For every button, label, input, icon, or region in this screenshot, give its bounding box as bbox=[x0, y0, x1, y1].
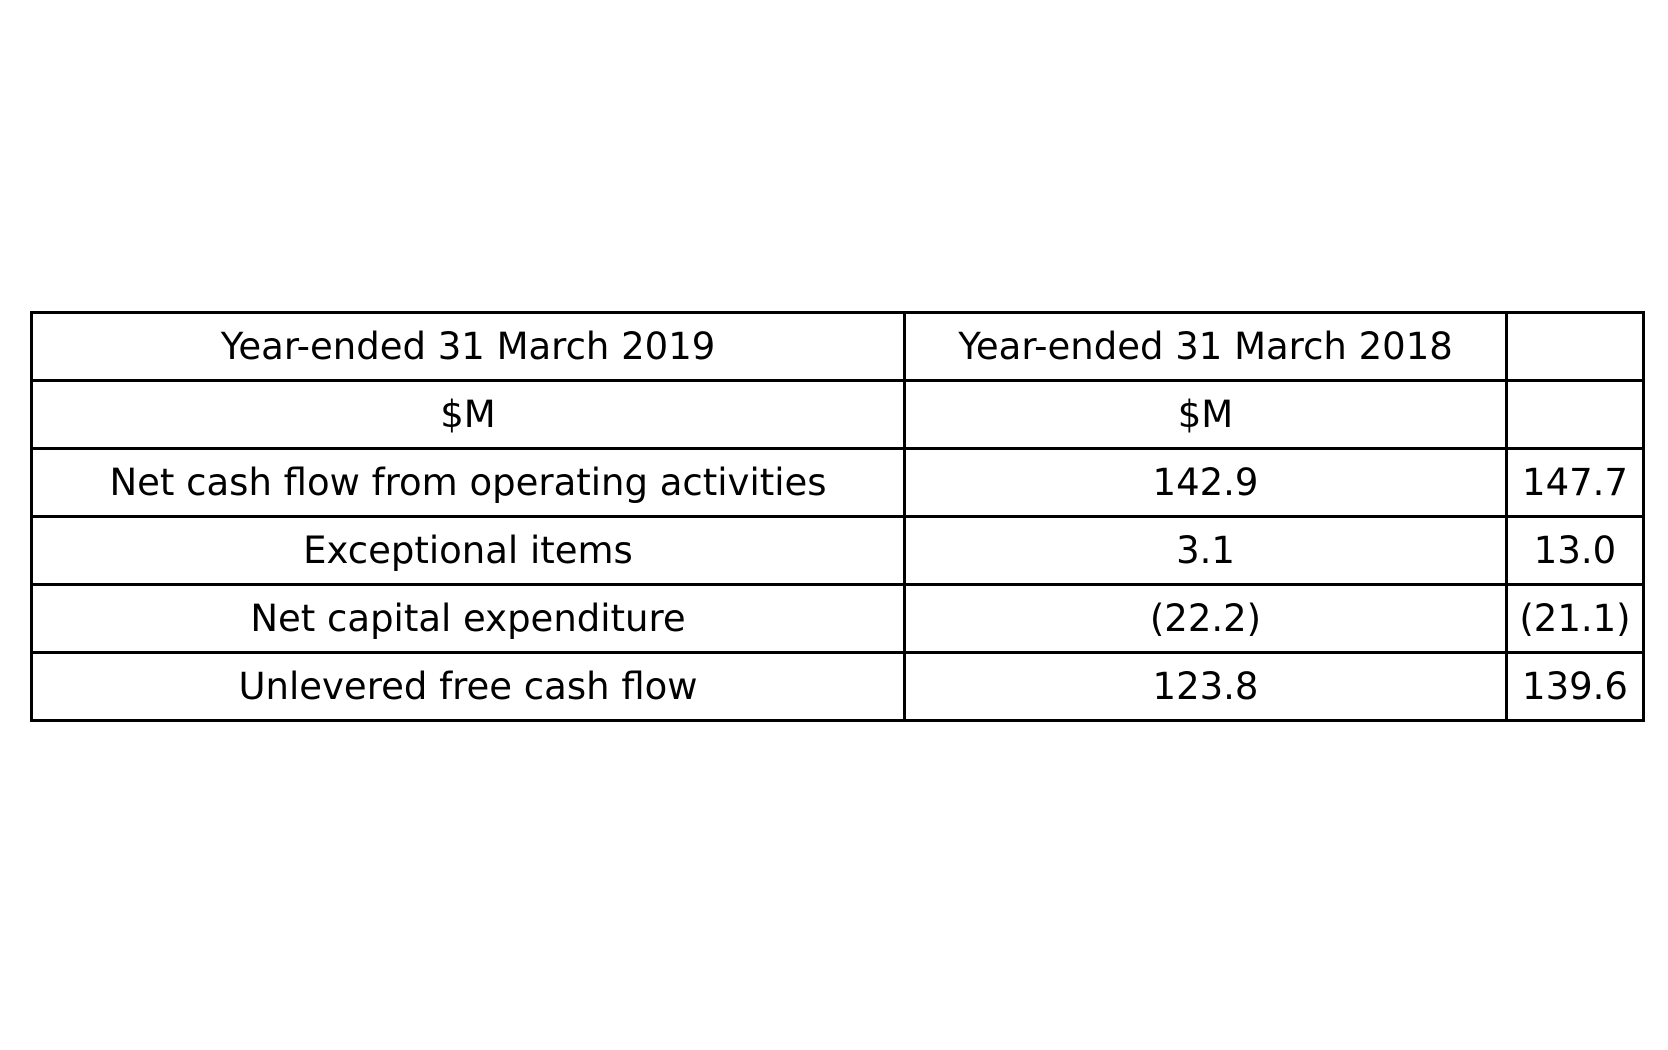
table-cell: 13.0 bbox=[1505, 515, 1645, 586]
table-cell: Net cash flow from operating activities bbox=[30, 447, 906, 518]
table-body: Year-ended 31 March 2019 Year-ended 31 Ma… bbox=[30, 311, 1645, 722]
table-cell: (22.2) bbox=[903, 583, 1508, 654]
table-row: Net cash flow from operating activities 1… bbox=[30, 447, 1645, 518]
table-cell: $M bbox=[903, 379, 1508, 450]
table-cell: 123.8 bbox=[903, 651, 1508, 722]
table-cell: Net capital expenditure bbox=[30, 583, 906, 654]
table-cell: $M bbox=[30, 379, 906, 450]
table-cell: 3.1 bbox=[903, 515, 1508, 586]
table-cell: Year-ended 31 March 2019 bbox=[30, 311, 906, 382]
table-cell: Unlevered free cash flow bbox=[30, 651, 906, 722]
table-cell: 142.9 bbox=[903, 447, 1508, 518]
table-row: $M $M bbox=[30, 379, 1645, 450]
table-row: Year-ended 31 March 2019 Year-ended 31 Ma… bbox=[30, 311, 1645, 382]
table-cell: 139.6 bbox=[1505, 651, 1645, 722]
table-cell bbox=[1505, 311, 1645, 382]
table-cell bbox=[1505, 379, 1645, 450]
table-row: Exceptional items 3.1 13.0 bbox=[30, 515, 1645, 586]
table-cell: 147.7 bbox=[1505, 447, 1645, 518]
table-row: Net capital expenditure (22.2) (21.1) bbox=[30, 583, 1645, 654]
table-row: Unlevered free cash flow 123.8 139.6 bbox=[30, 651, 1645, 722]
table-cell: (21.1) bbox=[1505, 583, 1645, 654]
cash-flow-table: Year-ended 31 March 2019 Year-ended 31 Ma… bbox=[30, 311, 1645, 722]
table-cell: Year-ended 31 March 2018 bbox=[903, 311, 1508, 382]
table-cell: Exceptional items bbox=[30, 515, 906, 586]
